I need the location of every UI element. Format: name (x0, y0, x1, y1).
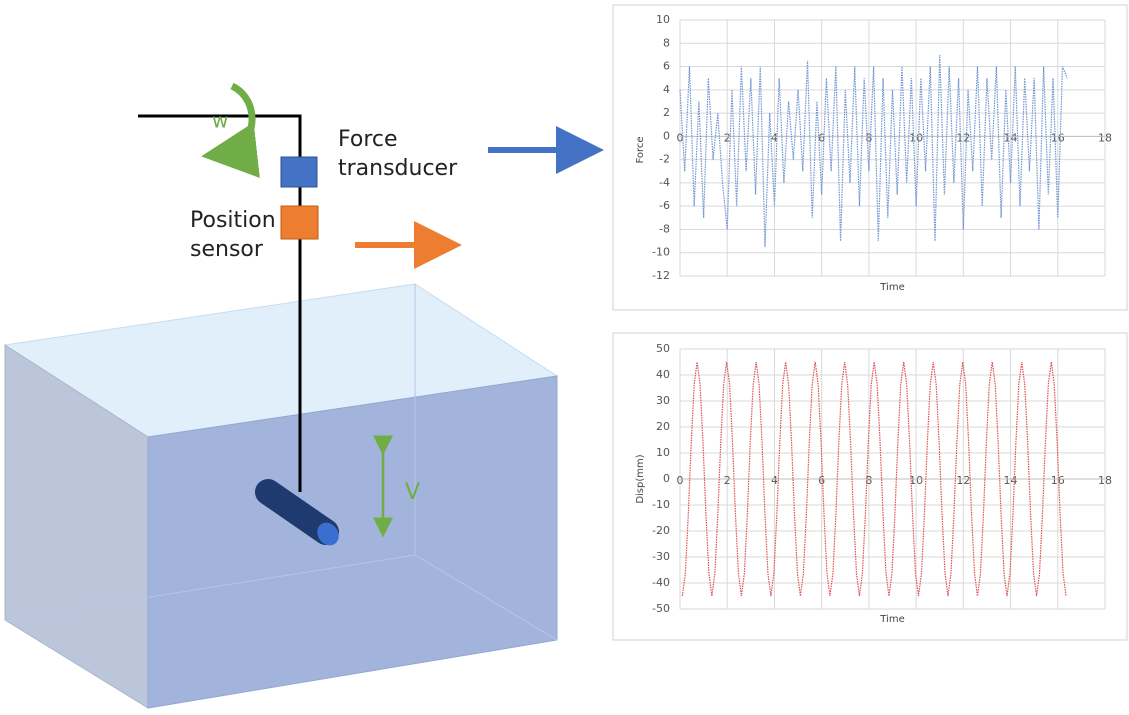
x-tick-label: 8 (865, 131, 872, 144)
x-tick-label: 4 (771, 474, 778, 487)
w-label: w (212, 109, 228, 133)
y-tick-label: 10 (656, 446, 670, 459)
tank-back-edges (4, 284, 558, 641)
y-tick-label: -10 (652, 246, 670, 259)
y-tick-label: 0 (663, 472, 670, 485)
position-sensor (280, 205, 319, 240)
y-tick-label: 10 (656, 13, 670, 26)
x-tick-label: 16 (1051, 474, 1065, 487)
position-label: Position (190, 208, 276, 233)
data-line (679, 54, 1068, 247)
x-tick-label: 0 (677, 474, 684, 487)
x-tick-label: 12 (956, 131, 970, 144)
x-tick-label: 14 (1004, 474, 1018, 487)
cylinder-end (317, 522, 339, 546)
force-label: transducer (338, 156, 458, 181)
x-tick-label: 2 (724, 131, 731, 144)
rod (138, 114, 302, 492)
x-tick-label: 6 (818, 474, 825, 487)
x-tick-label: 10 (909, 474, 923, 487)
y-tick-label: -8 (659, 222, 670, 235)
y-tick-label: -20 (652, 524, 670, 537)
x-tick-label: 12 (956, 474, 970, 487)
x-tick-label: 18 (1098, 131, 1112, 144)
y-tick-label: -12 (652, 269, 670, 282)
y-tick-label: -10 (652, 498, 670, 511)
x-tick-label: 10 (909, 131, 923, 144)
y-tick-label: -50 (652, 602, 670, 615)
position-label: sensor (190, 237, 264, 262)
y-tick-label: 8 (663, 36, 670, 49)
y-tick-label: 6 (663, 60, 670, 73)
rotation-arrow (201, 82, 260, 178)
x-tick-label: 8 (865, 474, 872, 487)
chart-panel (612, 332, 1128, 641)
y-tick-label: 4 (663, 83, 670, 96)
y-tick-label: 2 (663, 106, 670, 119)
x-tick-label: 4 (771, 131, 778, 144)
x-axis-label: Time (879, 282, 904, 293)
x-tick-label: 0 (677, 131, 684, 144)
y-tick-label: -4 (659, 176, 670, 189)
x-tick-label: 2 (724, 474, 731, 487)
x-tick-label: 16 (1051, 131, 1065, 144)
y-axis-label: Force (635, 136, 646, 163)
y-axis-label: Disp(mm) (635, 454, 646, 503)
y-tick-label: -2 (659, 153, 670, 166)
y-tick-label: 20 (656, 420, 670, 433)
cylinder (255, 479, 339, 545)
force-label: Force (338, 127, 398, 152)
v-label: V (405, 480, 420, 505)
x-tick-label: 18 (1098, 474, 1112, 487)
force-transducer (280, 156, 318, 188)
y-tick-label: 30 (656, 394, 670, 407)
y-tick-label: 50 (656, 342, 670, 355)
x-tick-label: 14 (1004, 131, 1018, 144)
y-tick-label: -6 (659, 199, 670, 212)
x-axis-label: Time (879, 614, 904, 625)
y-tick-label: 40 (656, 368, 670, 381)
y-tick-label: -30 (652, 550, 670, 563)
x-tick-label: 6 (818, 131, 825, 144)
y-tick-label: 0 (663, 129, 670, 142)
y-tick-label: -40 (652, 576, 670, 589)
